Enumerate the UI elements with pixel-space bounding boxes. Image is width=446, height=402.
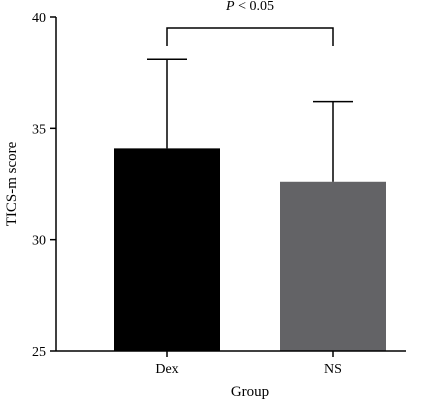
significance-bracket: P < 0.05	[166, 0, 334, 46]
bar-ns	[280, 181, 386, 351]
p-symbol: P	[225, 0, 235, 14]
bars	[114, 148, 386, 351]
y-tick-label: 40	[32, 11, 46, 26]
p-threshold: < 0.05	[235, 0, 274, 14]
x-tick-label: Dex	[155, 362, 178, 377]
bar-dex	[114, 148, 220, 351]
error-bars	[147, 58, 353, 182]
axes	[55, 17, 406, 352]
y-tick-label: 35	[32, 122, 46, 137]
significance-label: P < 0.05	[225, 0, 274, 14]
bracket-line	[166, 27, 334, 46]
y-tick-label: 30	[32, 234, 46, 249]
x-axis-title: Group	[231, 384, 269, 400]
x-ticks: Dex NS	[155, 351, 342, 377]
x-tick-label: NS	[324, 362, 342, 377]
y-ticks: 25 30 35 40	[32, 11, 56, 360]
y-tick-label: 25	[32, 345, 46, 360]
y-axis-title: TICS-m score	[4, 141, 20, 226]
